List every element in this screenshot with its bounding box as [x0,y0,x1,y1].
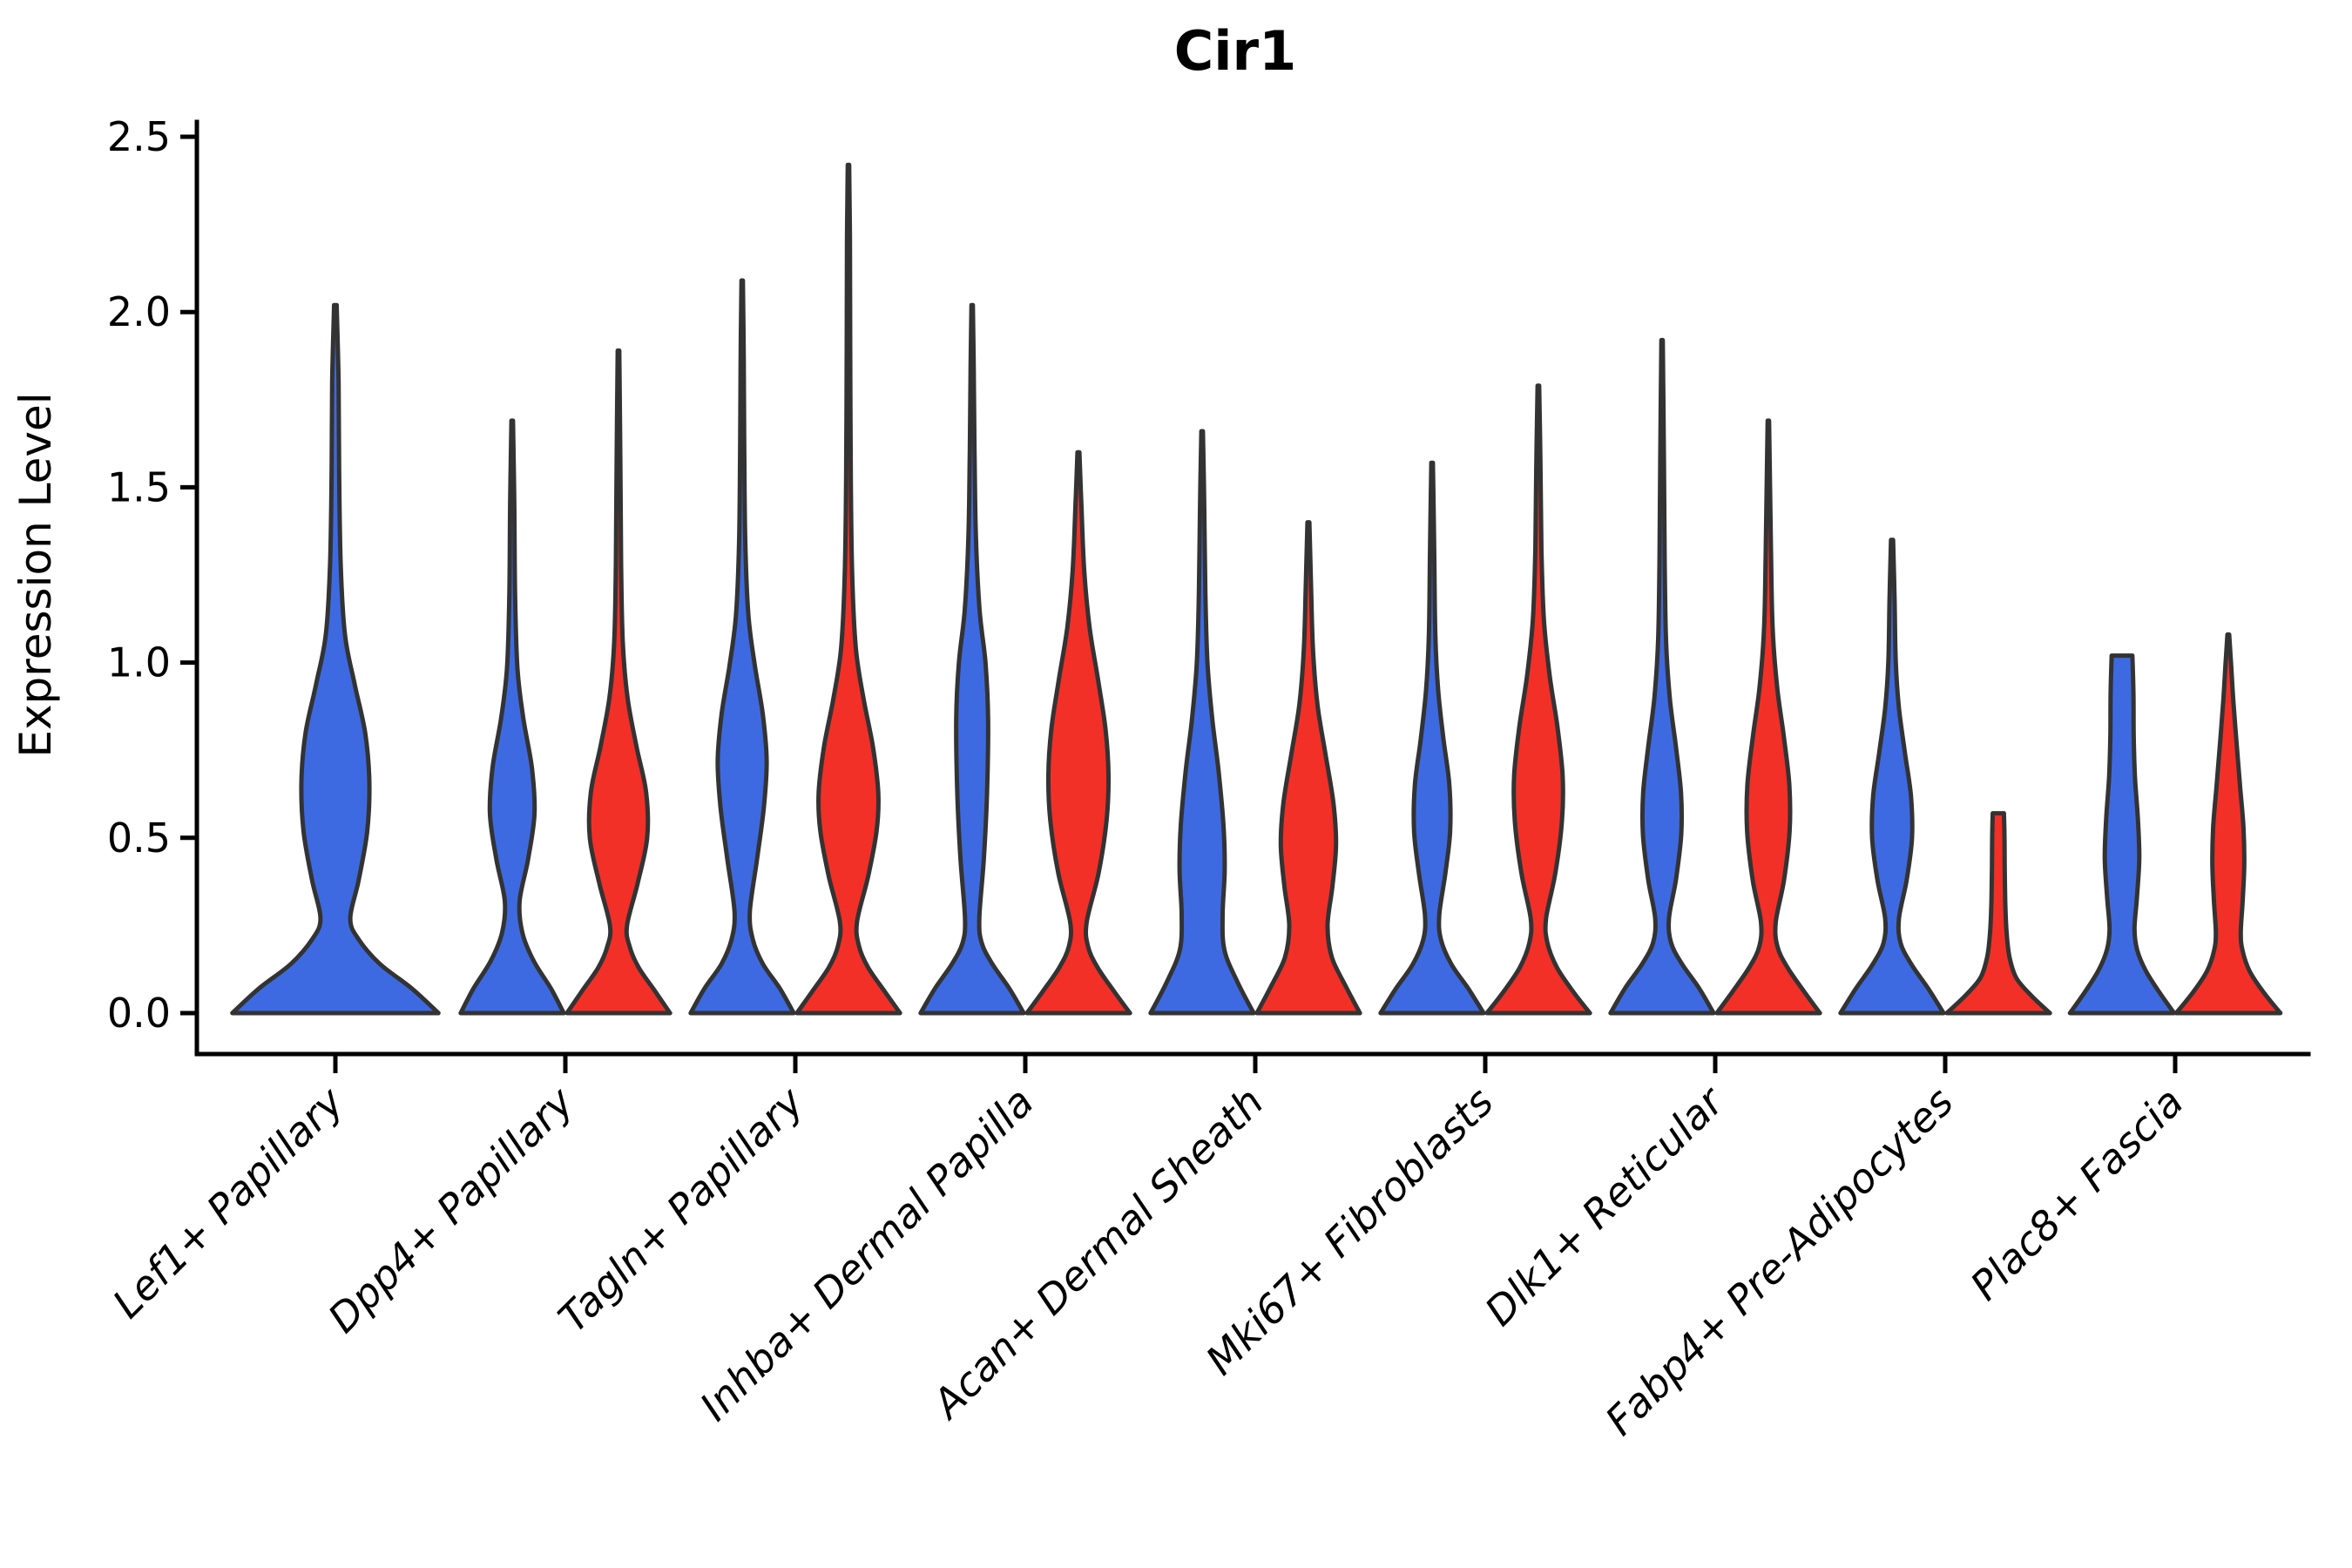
violin-mki67-fibroblasts-blue [1378,460,1486,1016]
violin-plac8-fascia-blue [2067,653,2177,1016]
y-tick-label: 1.0 [107,639,171,686]
y-tick-label: 2.0 [107,288,171,335]
violin-lef1-papillary-blue [230,302,441,1016]
violin-fabp4-pre-adipocytes-blue [1838,537,1946,1016]
violin-dlk1-reticular-red [1714,418,1822,1016]
x-tick-label-6: Dlk1+ Reticular [1476,1076,1734,1335]
x-tick-label-2: Tagln+ Papillary [549,1078,813,1342]
x-tick-label-1: Dpp4+ Papillary [319,1078,583,1342]
violin-fabp4-pre-adipocytes-red [1944,811,2052,1016]
y-tick-label: 0.5 [107,814,171,862]
y-tick-label: 1.5 [107,463,171,510]
violin-dpp4-papillary-red [564,348,672,1016]
y-axis-label: Expression Level [10,392,61,757]
violin-dpp4-papillary-blue [458,418,566,1016]
violin-acan-dermal-sheath-red [1254,520,1362,1016]
violin-inhba-dermal-papilla-red [1024,449,1132,1016]
violin-dlk1-reticular-blue [1608,337,1716,1016]
violin-tagln-papillary-red [794,162,902,1016]
y-tick-label: 0.0 [107,990,171,1037]
axes-layer [180,119,2311,1073]
x-tick-label-8: Plac8+ Fascia [1961,1078,2192,1309]
violins-layer [230,162,2283,1016]
violin-mki67-fibroblasts-red [1484,383,1592,1016]
violin-inhba-dermal-papilla-blue [918,302,1026,1016]
y-tick-label: 2.5 [107,113,171,160]
violin-acan-dermal-sheath-blue [1148,429,1256,1016]
violin-tagln-papillary-blue [688,278,796,1016]
chart-title: Cir1 [1174,19,1296,83]
x-tick-label-0: Lef1+ Papillary [104,1078,353,1327]
violin-plac8-fascia-red [2173,632,2283,1016]
